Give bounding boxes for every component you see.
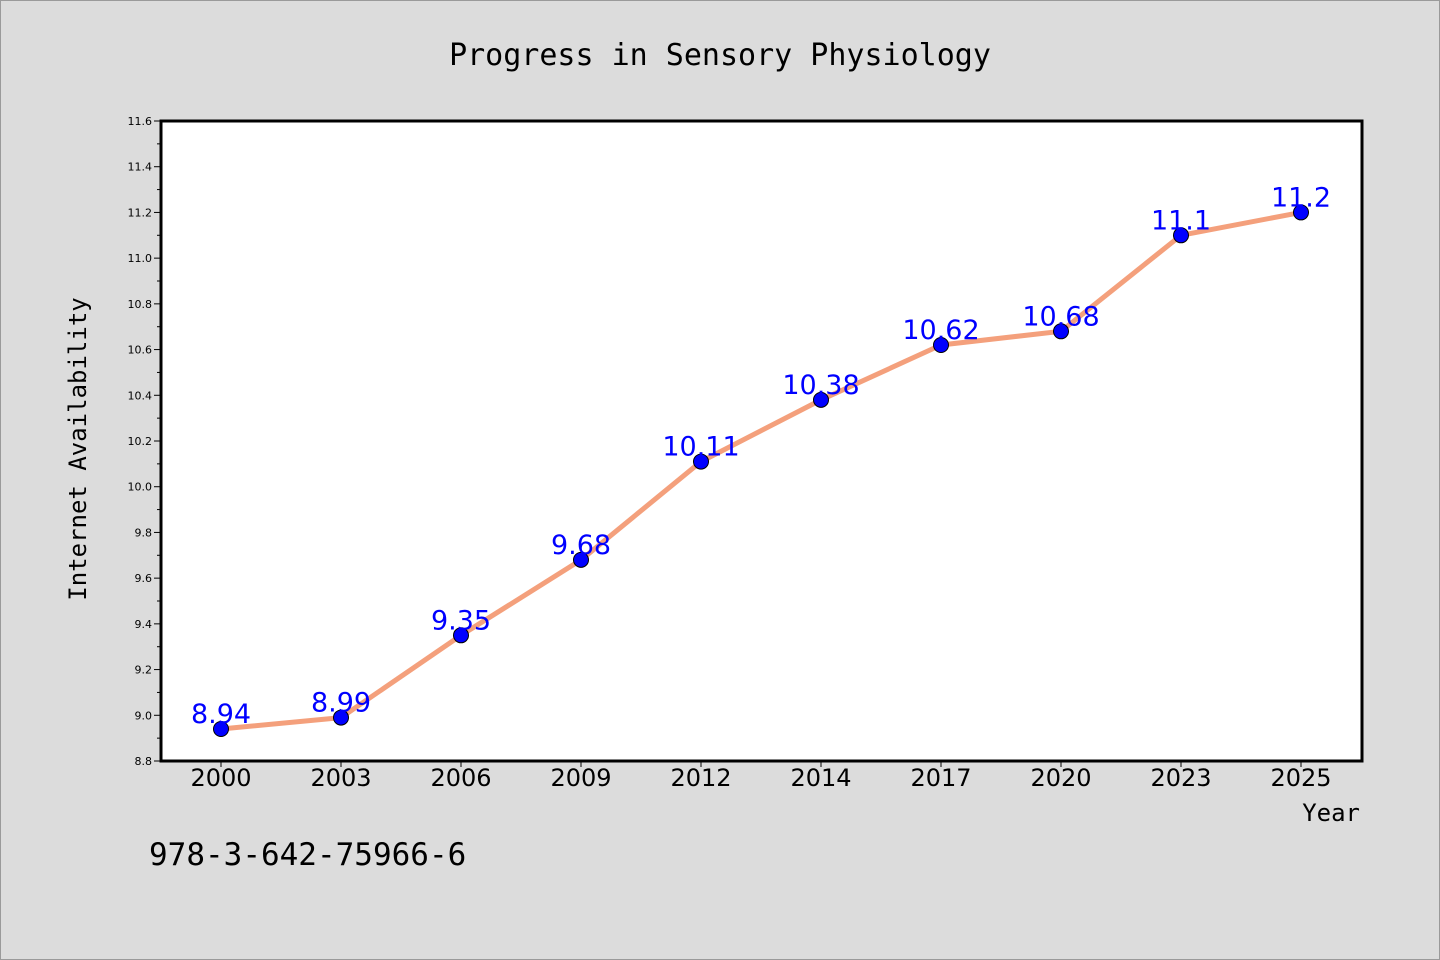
x-tick-label: 2003 <box>310 764 371 792</box>
y-tick-label: 11.0 <box>128 252 153 265</box>
data-label: 11.1 <box>1151 205 1211 236</box>
data-label: 11.2 <box>1271 182 1331 213</box>
series-line <box>220 209 1302 732</box>
data-label: 10.11 <box>662 432 739 463</box>
x-axis: 2000 2003 2006 2009 2012 2014 2017 2020 2023 2025 <box>190 761 1332 792</box>
data-labels: 8.94 8.99 9.35 9.68 10.11 10.38 10.62 10.68 11.1… <box>191 182 1331 730</box>
data-point <box>453 627 469 644</box>
y-tick-label: 10.0 <box>128 481 153 494</box>
x-tick-label: 2020 <box>1030 764 1091 792</box>
y-tick-label: 9.8 <box>135 526 153 539</box>
data-markers <box>213 204 1309 737</box>
data-point <box>333 709 349 726</box>
x-tick-label: 2009 <box>550 764 611 792</box>
data-label: 9.35 <box>431 605 491 636</box>
data-label: 10.38 <box>782 370 859 401</box>
data-label: 8.99 <box>311 688 371 719</box>
y-tick-label: 9.0 <box>135 709 153 722</box>
data-point <box>1053 323 1069 340</box>
y-tick-label: 10.2 <box>128 435 153 448</box>
y-tick-label: 11.6 <box>128 115 153 128</box>
y-axis-label: Internet Availability <box>64 297 92 600</box>
data-label: 9.68 <box>551 530 611 561</box>
y-tick-label: 8.8 <box>135 755 153 768</box>
data-label: 10.62 <box>902 315 979 346</box>
data-point <box>1173 227 1189 244</box>
data-point <box>693 453 709 470</box>
x-tick-label: 2025 <box>1270 764 1331 792</box>
x-tick-label: 2000 <box>190 764 251 792</box>
data-point <box>813 391 829 408</box>
y-axis: 8.8 9.0 9.2 9.4 9.6 9.8 10.0 10.2 10.4 10.6 10.8 11… <box>128 115 161 768</box>
y-tick-label: 9.6 <box>135 572 153 585</box>
data-point <box>213 721 229 737</box>
data-point <box>573 551 589 568</box>
x-tick-label: 2006 <box>430 764 491 792</box>
y-tick-label: 10.8 <box>128 298 153 311</box>
x-tick-label: 2014 <box>790 764 851 792</box>
x-axis-label: Year <box>1302 799 1360 827</box>
data-label: 8.94 <box>191 699 251 730</box>
y-tick-label: 11.4 <box>128 161 153 174</box>
y-tick-label: 11.2 <box>128 206 153 219</box>
y-tick-label: 10.4 <box>128 389 153 402</box>
plot-area <box>159 119 1364 763</box>
data-label: 10.68 <box>1022 301 1099 332</box>
y-tick-label: 10.6 <box>128 344 153 357</box>
x-tick-label: 2017 <box>910 764 971 792</box>
data-point <box>933 337 949 353</box>
isbn-note: 978-3-642-75966-6 <box>149 837 466 873</box>
y-tick-label: 9.2 <box>135 664 153 677</box>
y-tick-label: 9.4 <box>135 618 153 631</box>
x-tick-label: 2012 <box>670 764 731 792</box>
data-point <box>1293 204 1309 221</box>
x-tick-label: 2023 <box>1150 764 1211 792</box>
chart-title: Progress in Sensory Physiology <box>449 38 991 73</box>
